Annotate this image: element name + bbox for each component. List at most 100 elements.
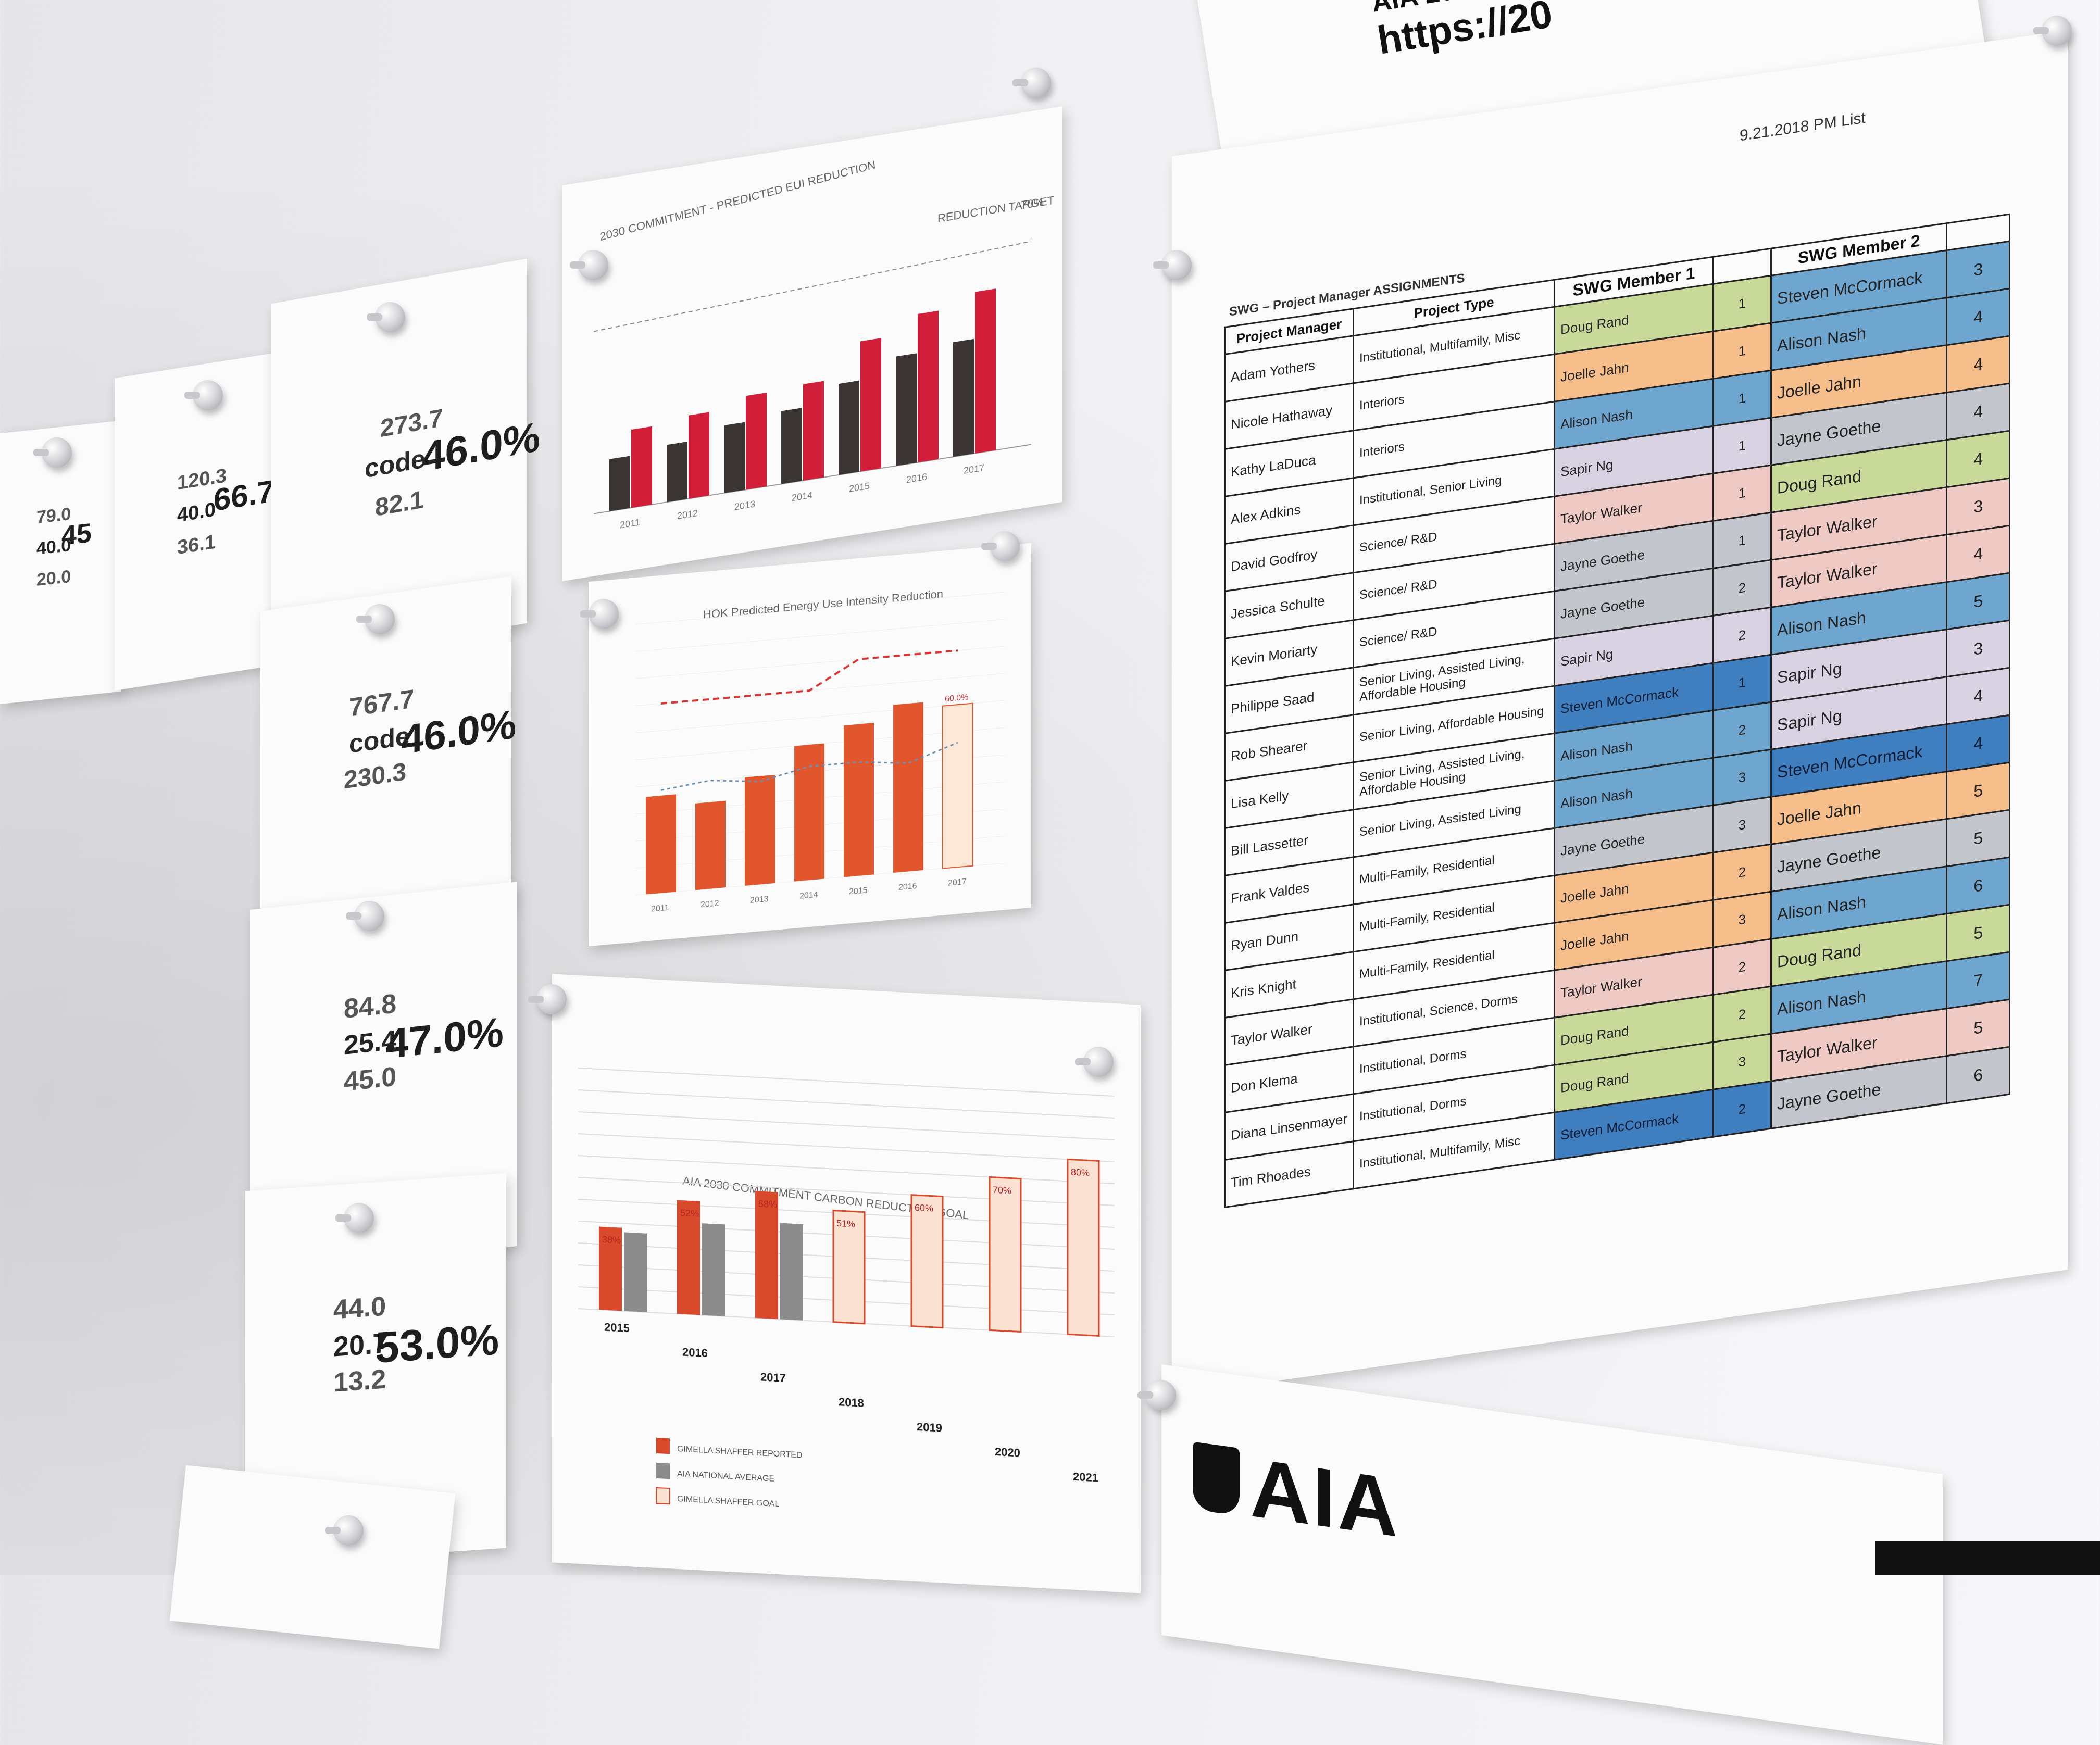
count-1-cell: 1 [1713,418,1771,474]
chart3-legend-label: AIA NATIONAL AVERAGE [677,1470,774,1484]
chart3-data-label: 60% [915,1202,933,1214]
count-2-cell: 7 [1946,952,2010,1009]
chart3-data-label: 52% [680,1208,699,1219]
chart1-svg: 2011 2012 2013 2014 2015 2016 2017 [593,241,1032,531]
pushpin-icon [33,437,72,468]
chart3-gridline [578,1068,1115,1097]
count-2-cell: 5 [1946,573,2010,630]
count-1-cell: 2 [1713,560,1771,616]
stat-percent: 47.0% [385,1008,504,1068]
chart1-bar [609,456,630,511]
chart2-x-tick: 2014 [799,890,818,901]
chart3-national-bar [702,1223,725,1316]
chart3-goal-bar [910,1194,944,1329]
chart2-gridline [635,646,1005,679]
pushpin-icon [335,1203,374,1233]
count-1-cell: 2 [1713,986,1771,1043]
count-2-cell: 4 [1946,336,2010,393]
count-2-cell: 6 [1946,857,2010,914]
chart3-national-bar [624,1232,647,1312]
chart3-x-tick: 2020 [995,1445,1020,1460]
chart1-target-line [593,241,1032,332]
pm-table-date: 9.21.2018 PM List [1740,109,1866,145]
count-1-cell: 1 [1713,370,1771,426]
chart1-x-tick: 2012 [677,508,698,521]
pushpin-icon [580,599,619,629]
count-2-cell: 5 [1946,905,2010,961]
chart2-gridline [635,619,1005,652]
chart2-bar [745,774,775,886]
chart3-reported-bar [677,1200,700,1315]
chart2-bar [942,702,973,869]
stat-value: 84.8 [344,988,397,1024]
aia-logo-text: AIA [1250,1440,1400,1555]
pushpin-icon [184,380,223,410]
pushpin-icon [1075,1047,1114,1077]
chart3-legend-swatch [656,1487,670,1505]
count-2-cell: 5 [1946,810,2010,867]
chart3-gridline [578,1111,1115,1140]
count-2-cell: 4 [1946,288,2010,345]
chart1-bar [746,392,767,490]
pushpin-icon [356,604,395,634]
pm-table-wrap: 9.21.2018 PM List SWG – Project Manager … [1214,42,2010,1208]
chart3-goal-bar [832,1209,866,1325]
stat-percent: 53.0% [375,1314,499,1373]
chart1-bar [918,310,939,463]
chart2-x-tick: 2015 [849,885,868,896]
pushpin-icon [1138,1380,1176,1410]
chart1-bar [975,288,996,454]
count-2-cell: 4 [1946,715,2010,772]
chart3-national-bar [780,1223,803,1321]
black-corner [1875,1541,2100,1575]
count-1-cell: 1 [1713,465,1771,521]
count-1-cell: 1 [1713,275,1771,332]
count-2-cell: 4 [1946,431,2010,487]
stat-value: 44.0 [333,1291,386,1325]
stat-value: 40.0 [177,498,216,527]
count-1-cell: 3 [1713,797,1771,853]
chart3-gridline [578,1133,1115,1162]
chart1-x-tick: 2016 [906,471,927,485]
count-1-cell: 3 [1713,749,1771,806]
pushpin-icon [981,531,1020,561]
chart2-svg: 2011 2012 2013 2014 2015 2016 2017 60.0% [635,592,1005,914]
count-1-cell: 2 [1713,844,1771,900]
chart3-x-tick: 2018 [839,1395,864,1410]
count-1-cell: 2 [1713,939,1771,995]
count-1-cell: 1 [1713,323,1771,379]
count-2-cell: 5 [1946,999,2010,1056]
chart2-bar [646,794,676,895]
chart3-gridline [578,1155,1115,1184]
stat-percent: 46.0% [401,700,517,763]
chart3-data-label: 38% [602,1234,621,1246]
chart1-x-tick: 2011 [620,517,640,531]
chart3-svg: 38% 2015 52% 2016 58% 2017 51% 2018 60% 2019 70% 20… [578,1068,1115,1509]
pushpin-icon [325,1515,364,1546]
chart3-legend-swatch [656,1437,670,1454]
pushpin-icon [1013,68,1051,98]
chart3-goal-bar [1067,1158,1100,1337]
count-2-cell: 3 [1946,241,2010,298]
chart3-x-tick: 2015 [604,1321,630,1335]
chart3-data-label: 80% [1071,1167,1090,1178]
chart1-bar [724,422,745,493]
count-2-cell: 6 [1946,1047,2010,1103]
chart2-x-tick: 2017 [948,877,967,888]
pushpin-icon [528,984,567,1014]
chart2-gridline [635,592,1005,625]
chart2-x-tick: 2013 [750,894,769,905]
count-1-cell: 3 [1713,892,1771,948]
stat-percent: 45 [61,518,92,551]
chart3-reported-bar [599,1226,622,1311]
chart3-x-tick: 2019 [917,1420,942,1435]
pushpin-icon [1153,250,1192,280]
count-1-cell: 3 [1713,1034,1771,1090]
chart1-bar [839,380,859,475]
chart3-goal-bar [989,1176,1022,1333]
chart3-legend-label: GIMELLA SHAFFER GOAL [677,1495,779,1509]
count-1-cell: 2 [1713,702,1771,758]
chart3-data-label: 51% [836,1218,855,1229]
chart2-bar [844,723,874,877]
chart2-bar [893,702,923,873]
